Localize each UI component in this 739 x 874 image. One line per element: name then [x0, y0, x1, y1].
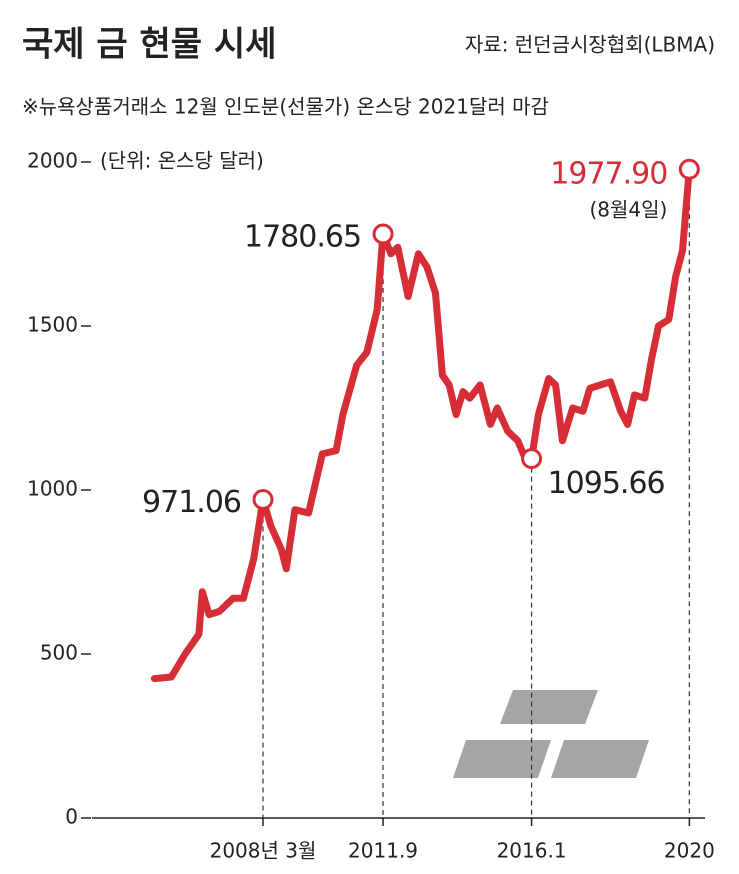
y-tick-label: 2000 [27, 149, 78, 173]
value-label: 1977.90 [550, 157, 667, 192]
chart-title: 국제 금 현물 시세 [22, 25, 276, 65]
x-tick-label: 2020 [664, 839, 715, 863]
highlight-point [678, 158, 700, 180]
value-label: 1095.66 [548, 466, 665, 501]
price-line [150, 165, 693, 683]
y-tick-label: 1000 [27, 477, 78, 501]
y-tick-label: 500 [40, 641, 78, 665]
highlight-point [521, 448, 543, 470]
highlight-point [252, 488, 274, 510]
value-label: 971.06 [142, 485, 241, 520]
x-tick-label: 2016.1 [497, 839, 567, 863]
end-note: (8월4일) [589, 198, 667, 222]
highlight-point [372, 223, 394, 245]
x-tick-label: 2008년 3월 [210, 839, 317, 863]
source: 자료: 런던금시장협회(LBMA) [465, 33, 715, 57]
subtitle: ※뉴욕상품거래소 12월 인도분(선물가) 온스당 2021달러 마감 [22, 95, 549, 119]
value-label: 1780.65 [244, 219, 361, 254]
x-tick-label: 2011.9 [348, 839, 418, 863]
gold-bars-icon [453, 690, 649, 778]
y-tick-label: 1500 [27, 313, 78, 337]
unit-label: (단위: 온스당 달러) [100, 149, 264, 173]
y-tick-label: 0 [65, 805, 78, 829]
